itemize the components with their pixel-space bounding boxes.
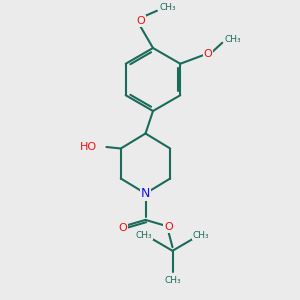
Text: CH₃: CH₃	[224, 35, 241, 44]
Text: CH₃: CH₃	[164, 276, 181, 285]
Text: O: O	[164, 222, 173, 232]
Text: CH₃: CH₃	[193, 231, 209, 240]
Text: CH₃: CH₃	[159, 3, 176, 12]
Text: O: O	[118, 223, 127, 233]
Text: CH₃: CH₃	[136, 231, 152, 240]
Text: O: O	[204, 49, 213, 59]
Text: N: N	[141, 187, 150, 200]
Text: O: O	[136, 16, 145, 26]
Text: HO: HO	[80, 142, 98, 152]
